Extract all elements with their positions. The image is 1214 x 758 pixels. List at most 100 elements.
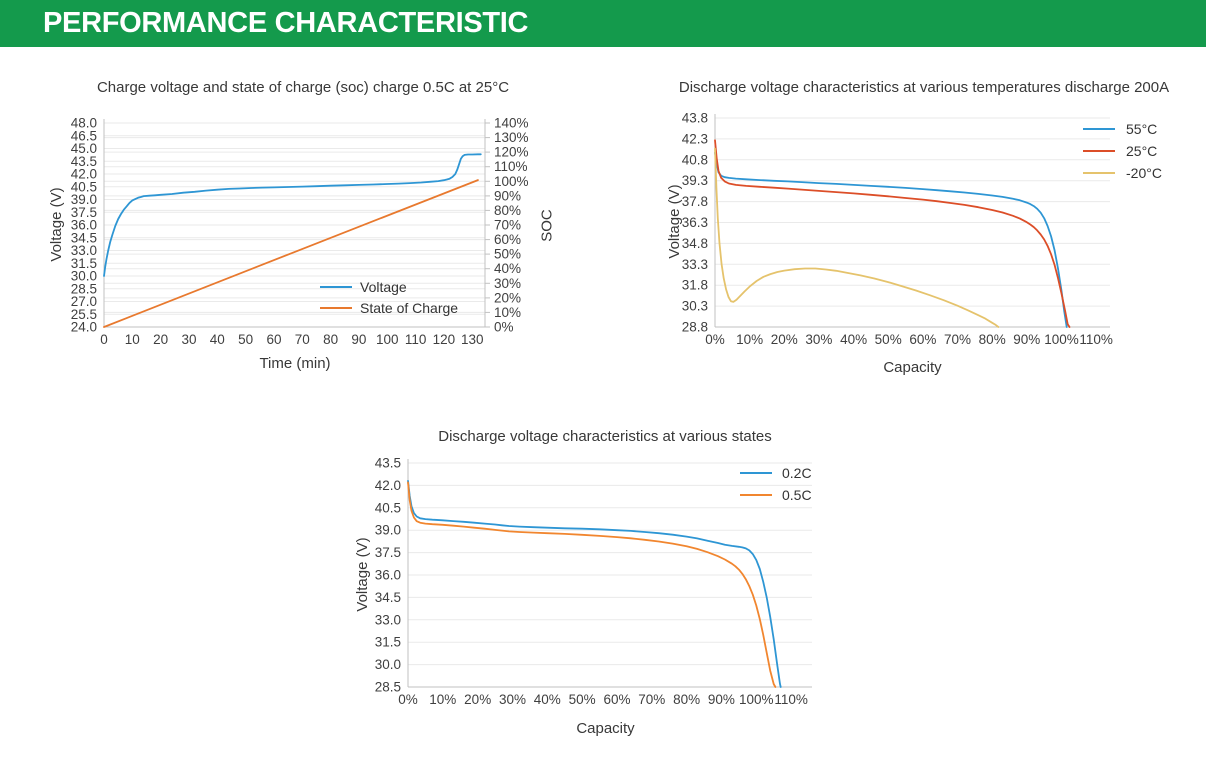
header-banner: PERFORMANCE CHARACTERISTIC	[0, 0, 1206, 47]
x-tick-label: 100	[376, 332, 399, 347]
x-tick-label: 90%	[1013, 332, 1040, 347]
y-tick-label: 48.0	[71, 116, 97, 131]
chart2-xaxis-title: Capacity	[883, 359, 942, 376]
series-line-55-c	[714, 151, 1068, 328]
y-tick-label: 40.5	[71, 179, 97, 194]
legend-label-state-of-charge: State of Charge	[360, 300, 458, 316]
right-tick-label: 90%	[494, 188, 521, 203]
y-tick-label: 34.8	[682, 236, 708, 251]
series-line-20-c	[714, 147, 1000, 328]
y-tick-label: 45.0	[71, 141, 97, 156]
y-tick-label: 33.3	[682, 257, 708, 272]
x-tick-label: 130	[461, 332, 484, 347]
x-tick-label: 0	[100, 332, 108, 347]
legend-label-0.5c: 0.5C	[782, 487, 812, 503]
y-tick-label: 31.5	[71, 256, 97, 271]
x-tick-label: 120	[433, 332, 456, 347]
chart1-xaxis-title: Time (min)	[259, 355, 331, 372]
legend-charge-voltage-soc: Voltage State of Charge	[320, 279, 458, 316]
x-tick-label: 40	[210, 332, 225, 347]
x-tick-label: 50%	[569, 692, 596, 707]
right-tick-label: 70%	[494, 218, 521, 233]
x-tick-label: 50%	[875, 332, 902, 347]
right-tick-label: 130%	[494, 130, 529, 145]
x-tick-label: 20%	[464, 692, 491, 707]
y-tick-label: 42.0	[71, 167, 97, 182]
right-tick-label: 30%	[494, 276, 521, 291]
y-tick-label: 42.0	[375, 478, 401, 493]
chart3-yaxis-title: Voltage (V)	[354, 537, 371, 612]
y-tick-label: 46.5	[71, 128, 97, 143]
x-tick-label: 110	[405, 332, 427, 347]
chart-discharge-temperatures: 0% 10% 20% 30% 40% 50% 60% 70% 80% 90% 100% 110% 28.…	[682, 111, 1162, 348]
x-tick-label: 10%	[736, 332, 763, 347]
legend-label-20-c: -20°C	[1126, 165, 1162, 181]
gridlines	[408, 462, 812, 688]
x-tick-label: 30%	[805, 332, 832, 347]
right-tick-label: 10%	[494, 305, 521, 320]
y-tick-label: 34.5	[71, 230, 97, 245]
y-tick-label: 28.8	[682, 320, 708, 335]
series-line-state-of-charge	[103, 179, 479, 328]
x-tick-label: 60	[266, 332, 281, 347]
y-tick-label: 37.5	[375, 545, 401, 560]
y-tick-label: 39.0	[375, 523, 401, 538]
y-tick-label: 37.5	[71, 205, 97, 220]
x-tick-label: 30	[181, 332, 196, 347]
x-tick-label: 40%	[534, 692, 561, 707]
x-tick-label: 110%	[1079, 332, 1113, 347]
series-line-0.5c	[407, 481, 777, 688]
y-tick-label: 28.5	[375, 680, 401, 695]
right-tick-label: 100%	[494, 174, 529, 189]
chart3-title: Discharge voltage characteristics at var…	[438, 428, 772, 445]
y-tick-label: 39.0	[71, 192, 97, 207]
y-tick-label: 43.5	[71, 154, 97, 169]
y-tick-label: 36.3	[682, 215, 708, 230]
right-tick-label: 120%	[494, 145, 529, 160]
y-tick-label: 42.3	[682, 131, 708, 146]
legend-label-25-c: 25°C	[1126, 143, 1157, 159]
series-line-25-c	[714, 139, 1071, 328]
x-tick-label: 10%	[429, 692, 456, 707]
y-tick-label: 31.8	[682, 278, 708, 293]
y-tick-label: 24.0	[71, 320, 97, 335]
y-tick-label: 25.5	[71, 307, 97, 322]
x-tick-label: 110%	[774, 692, 808, 707]
gridlines	[104, 122, 485, 328]
chart3-xaxis-title: Capacity	[576, 720, 635, 737]
y-tick-label: 43.5	[375, 456, 401, 471]
chart1-right-axis-title: SOC	[538, 209, 556, 242]
y-tick-label: 43.8	[682, 111, 708, 126]
x-tick-label: 20	[153, 332, 168, 347]
x-tick-label: 90%	[708, 692, 735, 707]
right-tick-label: 60%	[494, 232, 521, 247]
y-tick-label: 27.0	[71, 294, 97, 309]
legend-label-0.2c: 0.2C	[782, 465, 812, 481]
y-tick-label: 30.0	[71, 269, 97, 284]
right-tick-label: 110%	[494, 159, 528, 174]
y-tick-label: 30.0	[375, 657, 401, 672]
y-tick-label: 28.5	[71, 281, 97, 296]
x-tick-label: 80	[323, 332, 338, 347]
x-tick-label: 40%	[840, 332, 867, 347]
x-tick-label: 80%	[673, 692, 700, 707]
chart2-yaxis-title: Voltage (V)	[666, 184, 683, 259]
x-tick-label: 100%	[1044, 332, 1079, 347]
y-tick-label: 40.5	[375, 500, 401, 515]
series-line-voltage	[103, 153, 482, 277]
x-tick-label: 30%	[499, 692, 526, 707]
series-line-0.2c	[407, 479, 782, 688]
x-tick-label: 70	[295, 332, 310, 347]
x-tick-label: 60%	[603, 692, 630, 707]
y-tick-label: 39.3	[682, 173, 708, 188]
right-tick-label: 0%	[494, 320, 514, 335]
gridlines	[715, 117, 1110, 328]
x-tick-label: 0%	[705, 332, 725, 347]
x-tick-label: 20%	[771, 332, 798, 347]
y-tick-label: 34.5	[375, 590, 401, 605]
x-tick-label: 80%	[979, 332, 1006, 347]
y-tick-label: 37.8	[682, 194, 708, 209]
right-tick-label: 80%	[494, 203, 521, 218]
